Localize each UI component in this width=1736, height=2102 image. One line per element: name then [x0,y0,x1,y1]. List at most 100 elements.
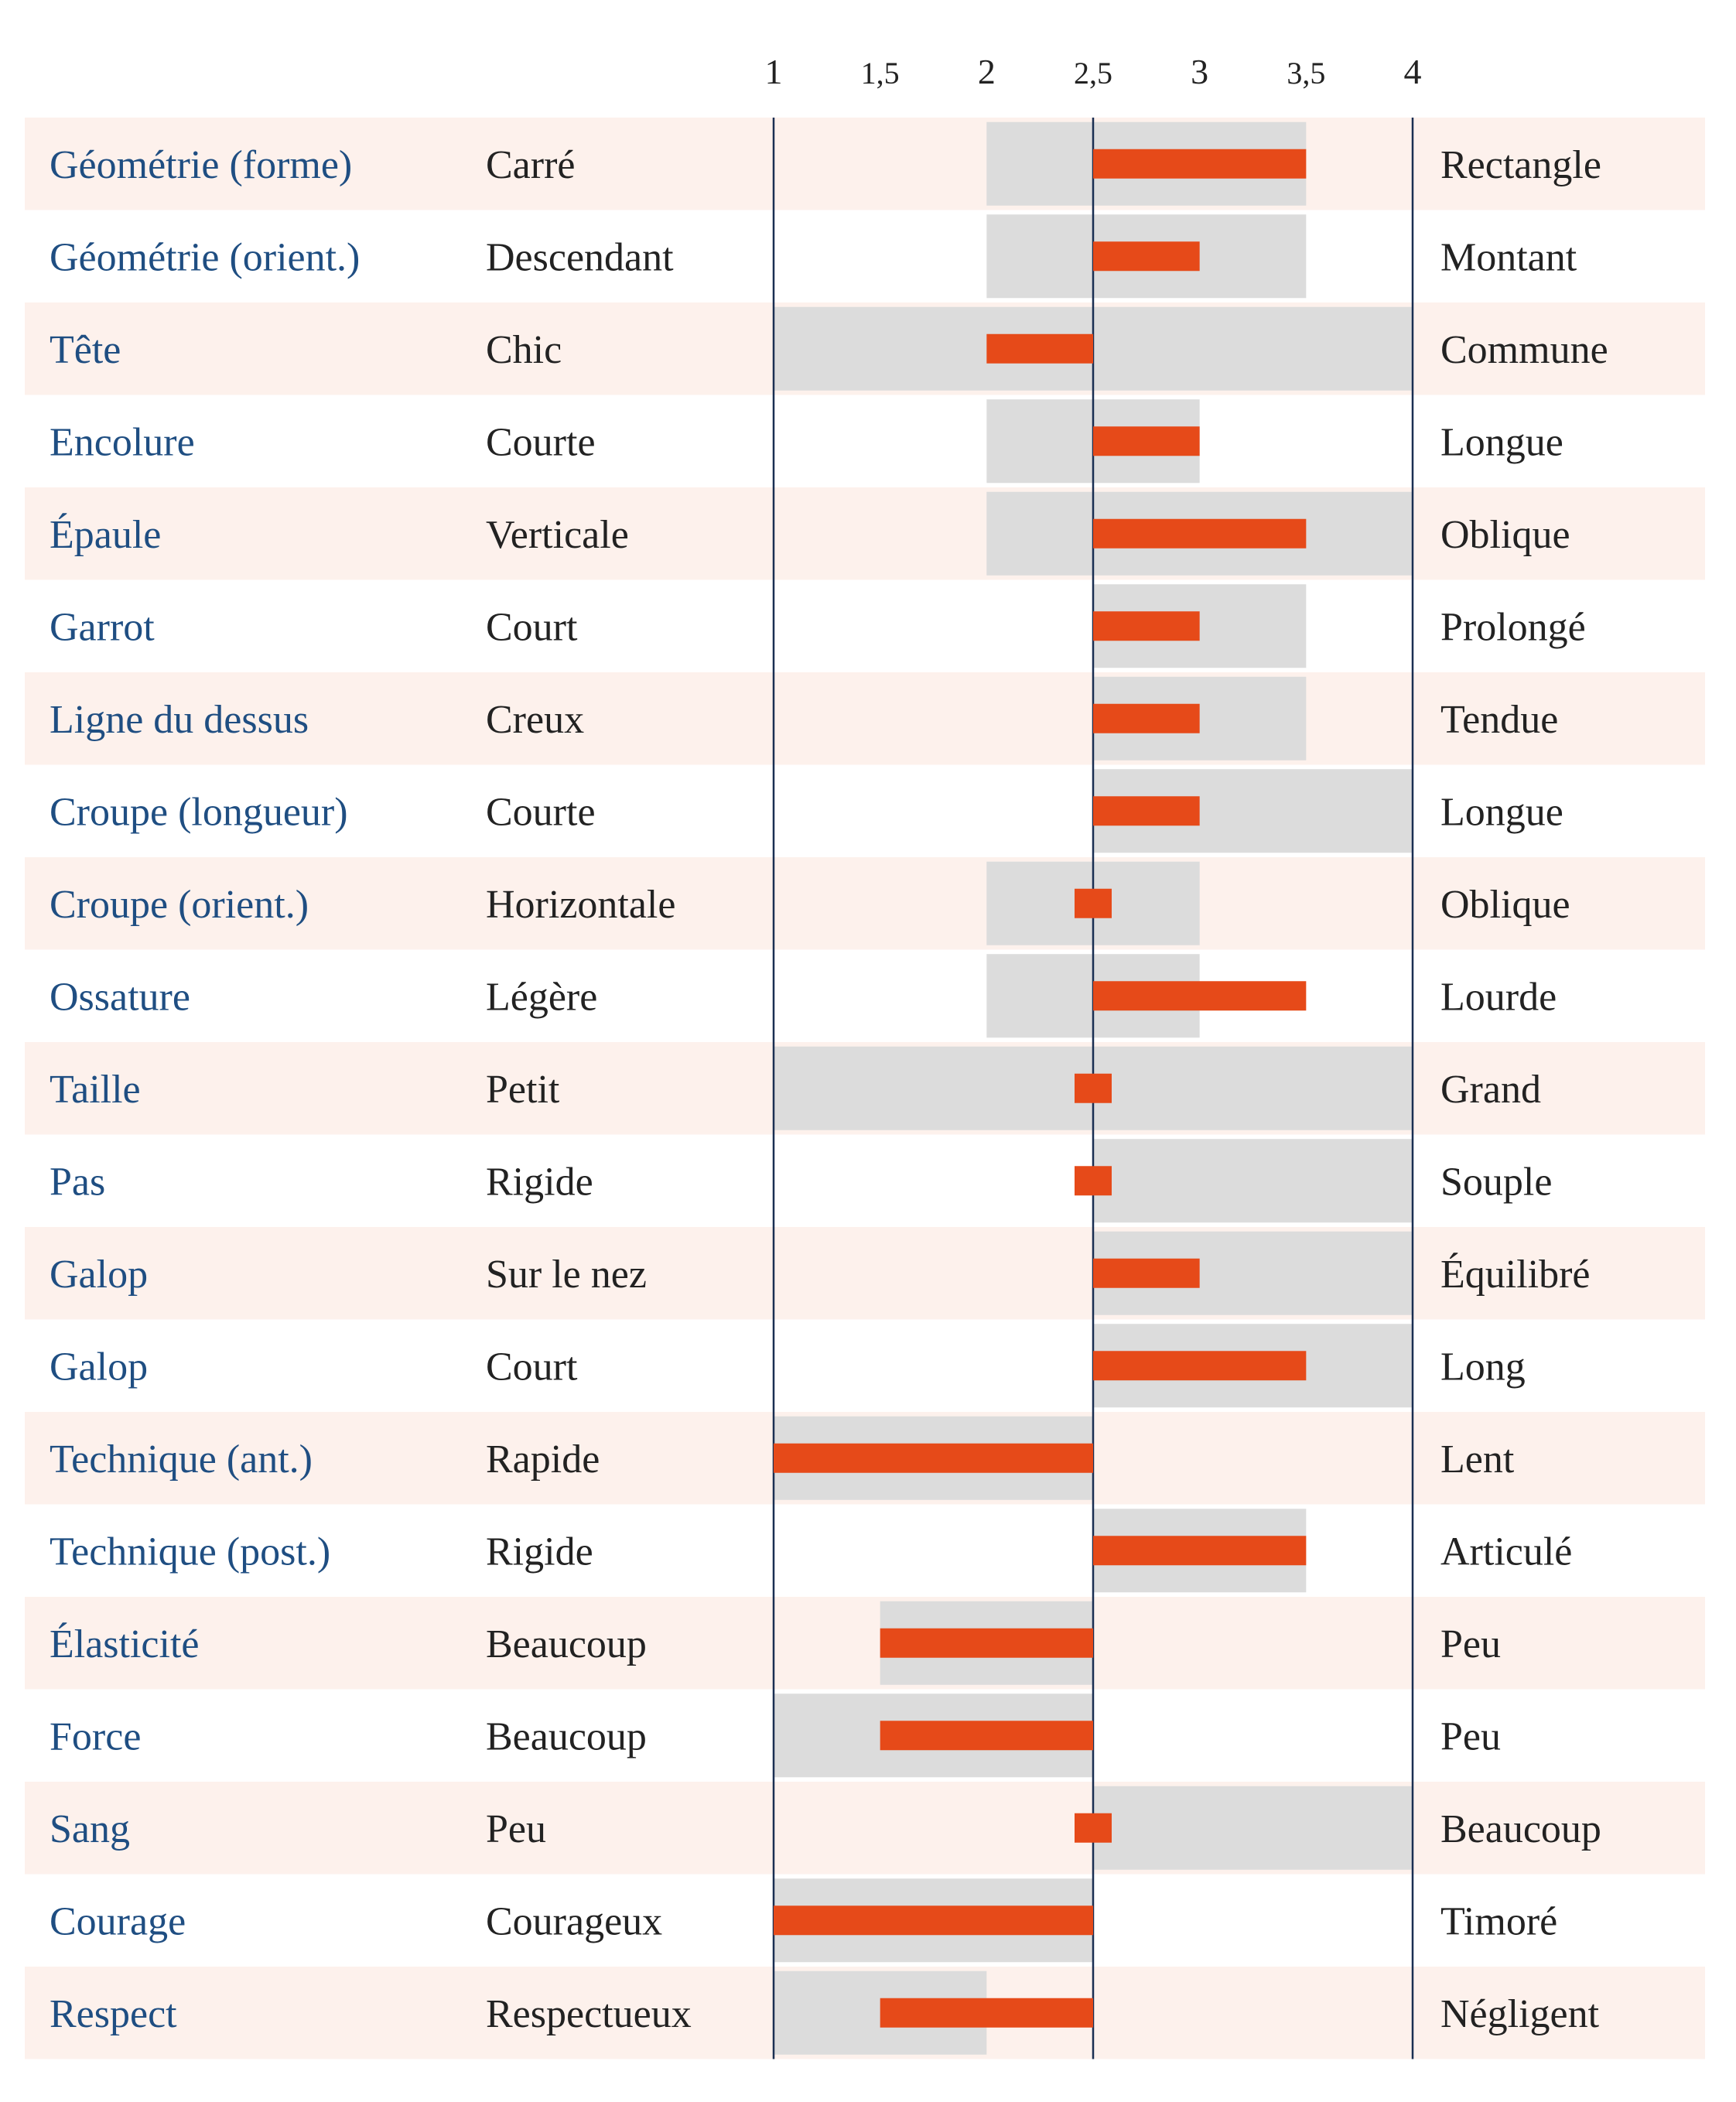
row-stripe [25,487,1705,580]
score-bar [774,1443,1093,1473]
trait-label: Respect [50,1992,177,2036]
trait-label: Galop [50,1345,148,1389]
trait-label: Galop [50,1253,148,1297]
tick-label: 1 [765,52,783,91]
left-pole-label: Courageux [486,1899,662,1943]
row-stripe [25,1597,1705,1690]
score-bar [880,1721,1093,1751]
row-labels: Géométrie (forme) Carré Rectangle Géométrie… [50,143,1608,2036]
tick-label: 3,5 [1287,56,1325,91]
right-pole-label: Peu [1440,1714,1501,1759]
right-pole-label: Commune [1440,328,1608,372]
right-pole-label: Lent [1440,1437,1515,1482]
trait-label: Taille [50,1068,141,1112]
tick-label: 2,5 [1074,56,1112,91]
score-bar [1075,1166,1112,1196]
left-pole-label: Chic [486,328,562,372]
score-bars [774,149,1307,2028]
row-stripe [25,857,1705,950]
trait-label: Encolure [50,420,195,464]
left-pole-label: Courte [486,420,596,464]
right-pole-label: Grand [1440,1068,1541,1112]
left-pole-label: Carré [486,143,575,187]
right-pole-label: Négligent [1440,1992,1600,2036]
trait-label: Ossature [50,975,190,1019]
row-stripe [25,672,1705,765]
right-pole-label: Rectangle [1440,143,1601,187]
trait-label: Technique (ant.) [50,1437,313,1482]
score-bar [1093,426,1200,456]
trait-label: Garrot [50,605,155,649]
left-pole-label: Rigide [486,1530,593,1574]
trait-label: Ligne du dessus [50,698,309,742]
score-bar [1075,1813,1112,1843]
trait-label: Géométrie (orient.) [50,235,360,279]
trait-label: Technique (post.) [50,1530,330,1574]
trait-label: Géométrie (forme) [50,143,352,187]
left-pole-label: Creux [486,698,584,742]
right-pole-label: Montant [1440,235,1577,279]
score-bar [1093,1351,1307,1381]
right-pole-label: Timoré [1440,1899,1557,1943]
left-pole-label: Sur le nez [486,1253,647,1297]
left-pole-label: Rigide [486,1160,593,1204]
left-pole-label: Descendant [486,235,674,279]
score-bar [1075,888,1112,918]
right-pole-label: Beaucoup [1440,1807,1601,1851]
trait-label: Sang [50,1807,130,1851]
left-pole-label: Courte [486,790,596,834]
score-bar [1093,518,1307,549]
left-pole-label: Horizontale [486,883,675,927]
left-pole-label: Peu [486,1807,546,1851]
range-box [1093,1139,1413,1223]
left-pole-label: Beaucoup [486,1622,647,1666]
tick-label: 4 [1404,52,1422,91]
left-pole-label: Petit [486,1068,560,1112]
right-pole-label: Oblique [1440,883,1570,927]
score-bar [774,1905,1093,1936]
score-bar [1093,1536,1307,1566]
left-pole-label: Verticale [486,513,629,557]
right-pole-label: Oblique [1440,513,1570,557]
row-stripe [25,1227,1705,1320]
right-pole-label: Lourde [1440,975,1557,1019]
tick-label: 2 [978,52,996,91]
right-pole-label: Tendue [1440,698,1558,742]
trait-label: Croupe (longueur) [50,790,348,834]
score-bar [880,1628,1093,1658]
left-pole-label: Court [486,605,578,649]
row-stripe [25,118,1705,210]
score-bar [1093,981,1307,1011]
left-pole-label: Beaucoup [486,1714,647,1759]
score-bar [1093,241,1200,272]
right-pole-label: Souple [1440,1160,1552,1204]
score-bar [1093,703,1200,733]
trait-label: Élasticité [50,1622,199,1666]
left-pole-label: Légère [486,975,597,1019]
right-pole-label: Peu [1440,1622,1501,1666]
score-bar [986,333,1093,364]
right-pole-label: Articulé [1440,1530,1572,1574]
left-pole-label: Rapide [486,1437,600,1482]
left-pole-label: Court [486,1345,578,1389]
left-pole-label: Respectueux [486,1992,692,2036]
score-bar [1093,1258,1200,1288]
score-bar [1093,149,1307,179]
right-pole-label: Long [1440,1345,1526,1389]
trait-label: Pas [50,1160,105,1204]
trait-label: Force [50,1714,141,1759]
score-bar [1075,1073,1112,1103]
tick-label: 1,5 [861,56,900,91]
score-bar [1093,611,1200,641]
range-box [1093,1786,1413,1870]
trait-label: Courage [50,1899,186,1943]
tick-labels: 1 1,5 2 2,5 3 3,5 4 [765,52,1422,91]
row-stripe [25,1782,1705,1875]
right-pole-label: Équilibré [1440,1252,1591,1297]
trait-label: Épaule [50,512,161,557]
trait-label: Tête [50,328,121,372]
right-pole-label: Longue [1440,420,1563,464]
score-bar [1093,796,1200,826]
trait-label: Croupe (orient.) [50,883,309,927]
